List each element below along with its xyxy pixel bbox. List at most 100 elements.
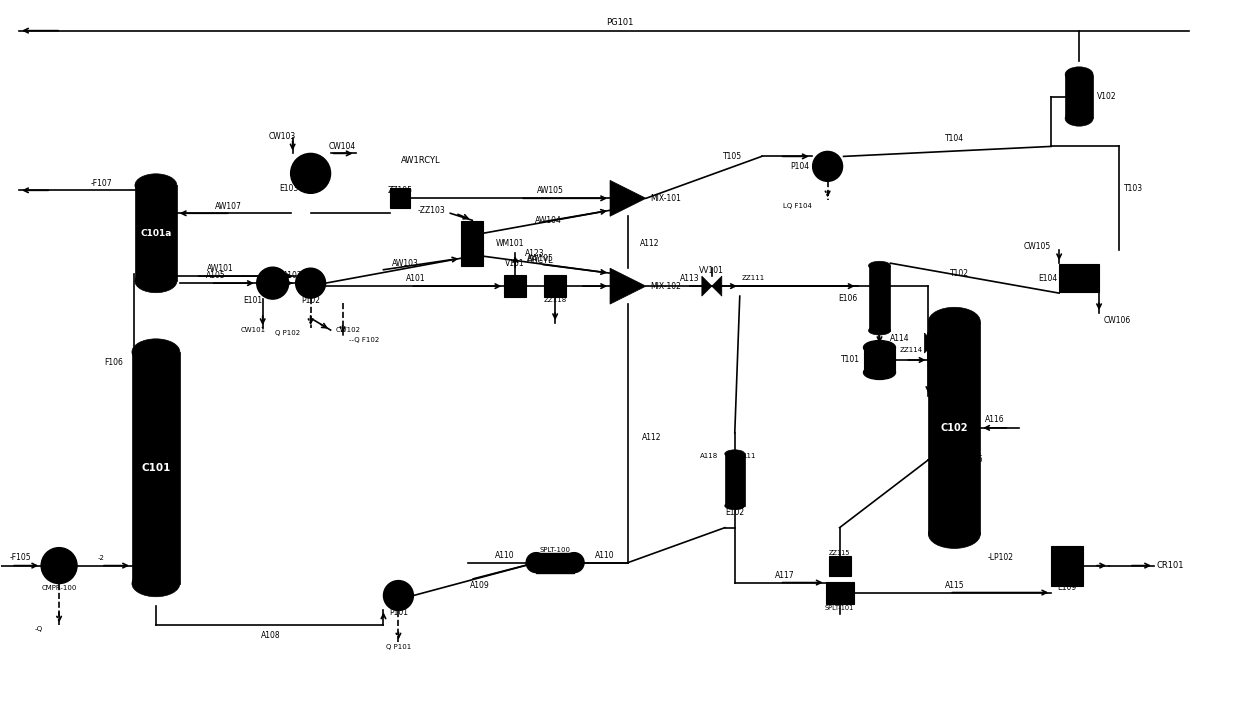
Ellipse shape: [929, 307, 981, 336]
Text: ZZ115: ZZ115: [828, 549, 851, 556]
Text: A115: A115: [945, 581, 965, 590]
Text: C101: C101: [141, 463, 171, 472]
Text: 111: 111: [742, 453, 755, 459]
Ellipse shape: [1065, 67, 1094, 83]
Circle shape: [41, 548, 77, 584]
Bar: [929, 322, 981, 534]
Text: A114: A114: [889, 334, 909, 342]
Text: P101: P101: [389, 608, 408, 617]
Text: ZZ105: ZZ105: [388, 186, 413, 195]
Bar: [868, 266, 890, 330]
Text: -2: -2: [98, 554, 104, 561]
Text: ZZ114: ZZ114: [900, 347, 923, 353]
Text: ZZ118: ZZ118: [543, 297, 567, 303]
Text: CW101: CW101: [241, 327, 265, 333]
Text: A112: A112: [642, 434, 661, 442]
Ellipse shape: [868, 261, 890, 270]
Text: SPLT-100: SPLT-100: [539, 546, 570, 553]
Ellipse shape: [131, 339, 180, 365]
Text: CW104: CW104: [329, 142, 356, 151]
Text: CW106: CW106: [1104, 316, 1131, 325]
Bar: [826, 582, 853, 604]
Ellipse shape: [135, 270, 177, 293]
Ellipse shape: [863, 365, 895, 379]
Bar: [131, 352, 180, 584]
Text: -Q: -Q: [35, 627, 43, 633]
Text: CMPR-100: CMPR-100: [41, 584, 77, 591]
Bar: [1065, 75, 1094, 118]
Ellipse shape: [135, 174, 177, 197]
Text: ZZ111: ZZ111: [742, 275, 765, 281]
Text: E109: E109: [1058, 583, 1076, 592]
Text: AW105: AW105: [527, 253, 553, 263]
Text: E102: E102: [725, 508, 744, 517]
Text: CR101: CR101: [1157, 561, 1184, 570]
Polygon shape: [610, 180, 646, 216]
Text: P104: P104: [791, 162, 810, 171]
Text: AW101: AW101: [207, 264, 234, 273]
Circle shape: [383, 581, 413, 610]
Text: E104: E104: [1038, 274, 1058, 283]
Text: VV102: VV102: [947, 338, 972, 348]
Bar: [536, 553, 574, 572]
Text: WM101: WM101: [496, 238, 525, 248]
Text: CW103: CW103: [269, 132, 296, 141]
Text: AW107: AW107: [216, 202, 242, 211]
Bar: [725, 454, 745, 505]
Text: C102: C102: [941, 423, 968, 433]
Text: AW1RCYL: AW1RCYL: [401, 156, 440, 165]
Ellipse shape: [1065, 111, 1094, 126]
Text: PG101: PG101: [606, 18, 634, 27]
Text: E106: E106: [838, 294, 858, 302]
Text: E103: E103: [279, 184, 299, 193]
Text: LQ F104: LQ F104: [782, 203, 812, 209]
Bar: [505, 275, 526, 297]
Ellipse shape: [868, 326, 890, 335]
Text: SPLT-101: SPLT-101: [825, 605, 854, 610]
Text: A123: A123: [526, 248, 544, 258]
Text: A110: A110: [496, 551, 515, 560]
Ellipse shape: [929, 520, 981, 549]
Text: A113: A113: [680, 274, 699, 283]
Text: P102: P102: [301, 296, 320, 304]
Text: -ZZ103: -ZZ103: [418, 206, 445, 215]
Circle shape: [290, 154, 331, 193]
Text: A117: A117: [775, 571, 795, 580]
Bar: [1059, 264, 1099, 292]
Text: V101: V101: [506, 258, 525, 268]
Circle shape: [257, 267, 289, 299]
Text: CW105: CW105: [1024, 242, 1052, 251]
Text: --Q F102: --Q F102: [348, 337, 378, 343]
Bar: [461, 220, 484, 266]
Text: AW105: AW105: [537, 186, 563, 195]
Bar: [135, 185, 177, 281]
Text: F106: F106: [104, 358, 123, 368]
Ellipse shape: [725, 502, 745, 510]
Text: -LP102: -LP102: [987, 553, 1013, 562]
Text: T103: T103: [1123, 184, 1143, 193]
Text: ARCYL: ARCYL: [527, 256, 553, 265]
Polygon shape: [610, 269, 646, 304]
Bar: [1052, 546, 1083, 586]
Bar: [544, 275, 567, 297]
Text: A102: A102: [283, 271, 303, 280]
Text: A116: A116: [985, 416, 1004, 424]
Bar: [863, 348, 895, 373]
Text: MIX-102: MIX-102: [650, 281, 681, 291]
Ellipse shape: [131, 570, 180, 597]
Text: AW103: AW103: [392, 258, 419, 268]
Text: Q P101: Q P101: [386, 645, 410, 651]
Text: A105: A105: [206, 271, 226, 280]
Text: T105: T105: [723, 152, 742, 161]
Text: A109: A109: [470, 581, 490, 590]
Polygon shape: [702, 276, 722, 296]
Bar: [828, 556, 851, 576]
Ellipse shape: [725, 449, 745, 458]
Text: -F107: -F107: [91, 179, 113, 188]
Text: A116: A116: [965, 455, 985, 465]
Ellipse shape: [526, 553, 546, 572]
Text: AW104: AW104: [534, 216, 562, 225]
Text: T104: T104: [945, 134, 963, 143]
Text: CW102: CW102: [336, 327, 361, 333]
Text: T101: T101: [841, 355, 859, 365]
